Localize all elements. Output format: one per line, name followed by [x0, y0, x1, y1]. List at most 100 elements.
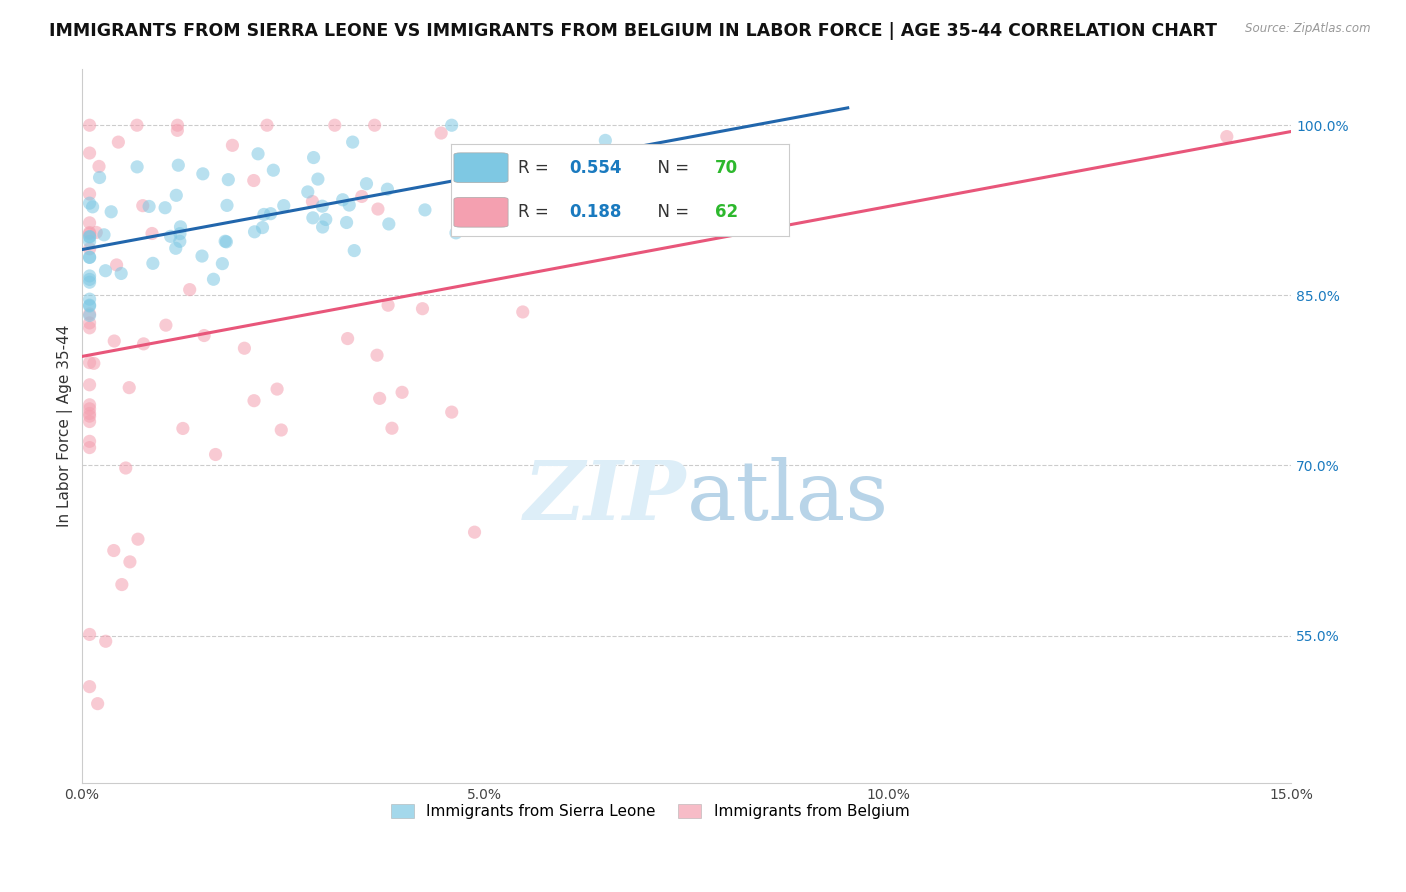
Point: [368, 392, 391, 406]
Point: [193, 328, 215, 343]
Point: [204, 448, 226, 462]
Point: [595, 133, 617, 147]
Point: [84, 226, 107, 240]
Point: [79, 309, 101, 323]
Point: [165, 241, 187, 255]
Point: [243, 393, 266, 408]
Point: [167, 158, 190, 172]
Point: [125, 118, 148, 132]
Point: [82, 200, 104, 214]
Point: [79, 415, 101, 429]
Point: [166, 118, 188, 132]
Point: [343, 244, 366, 258]
Point: [191, 167, 214, 181]
Point: [94, 634, 117, 648]
Point: [273, 198, 295, 212]
Point: [79, 250, 101, 264]
Point: [79, 216, 101, 230]
Point: [103, 334, 125, 348]
Point: [336, 215, 359, 229]
Point: [262, 163, 284, 178]
Point: [159, 229, 181, 244]
Point: [270, 423, 292, 437]
Point: [153, 201, 176, 215]
Point: [79, 307, 101, 321]
Point: [301, 194, 323, 209]
Point: [510, 145, 533, 160]
Point: [79, 227, 101, 241]
Point: [391, 385, 413, 400]
Point: [444, 226, 467, 240]
Point: [247, 146, 270, 161]
Point: [172, 421, 194, 435]
Point: [233, 341, 256, 355]
Point: [79, 409, 101, 424]
Point: [79, 298, 101, 312]
Point: [377, 182, 399, 196]
Point: [544, 177, 567, 191]
Point: [266, 382, 288, 396]
Point: [79, 272, 101, 286]
Text: atlas: atlas: [686, 458, 889, 537]
Point: [79, 316, 101, 330]
Text: ZIP: ZIP: [524, 458, 686, 537]
Point: [337, 198, 360, 212]
Point: [440, 405, 463, 419]
Point: [138, 199, 160, 213]
Point: [311, 199, 333, 213]
Point: [79, 292, 101, 306]
Point: [202, 272, 225, 286]
Point: [79, 242, 101, 256]
Point: [363, 118, 385, 132]
Point: [103, 543, 125, 558]
Point: [332, 193, 354, 207]
Point: [215, 198, 238, 212]
Point: [141, 227, 163, 241]
Point: [350, 189, 373, 203]
Point: [79, 146, 101, 161]
Point: [214, 234, 236, 248]
Point: [252, 220, 274, 235]
Point: [105, 258, 128, 272]
Point: [79, 196, 101, 211]
Point: [413, 202, 436, 217]
Point: [311, 220, 333, 235]
Point: [323, 118, 346, 132]
Point: [215, 235, 238, 249]
Point: [211, 257, 233, 271]
Point: [127, 532, 149, 546]
Point: [440, 118, 463, 132]
Point: [79, 356, 101, 370]
Point: [464, 525, 486, 540]
Point: [377, 298, 399, 312]
Point: [79, 118, 101, 132]
Point: [118, 381, 141, 395]
Point: [110, 267, 132, 281]
Point: [100, 204, 122, 219]
Point: [94, 263, 117, 277]
Point: [79, 251, 101, 265]
Point: [302, 151, 325, 165]
Point: [498, 214, 520, 228]
Point: [142, 256, 165, 270]
Point: [1216, 129, 1239, 144]
Point: [430, 126, 453, 140]
Point: [381, 421, 404, 435]
Text: Source: ZipAtlas.com: Source: ZipAtlas.com: [1246, 22, 1371, 36]
Point: [366, 348, 388, 362]
Y-axis label: In Labor Force | Age 35-44: In Labor Force | Age 35-44: [58, 325, 73, 527]
Point: [165, 188, 187, 202]
Point: [169, 227, 191, 241]
Point: [242, 173, 264, 187]
Point: [114, 461, 136, 475]
Point: [79, 406, 101, 420]
Point: [132, 199, 155, 213]
Point: [79, 680, 101, 694]
Point: [297, 185, 319, 199]
Point: [259, 207, 281, 221]
Point: [79, 299, 101, 313]
Point: [93, 227, 115, 242]
Point: [79, 275, 101, 289]
Point: [79, 398, 101, 412]
Point: [411, 301, 433, 316]
